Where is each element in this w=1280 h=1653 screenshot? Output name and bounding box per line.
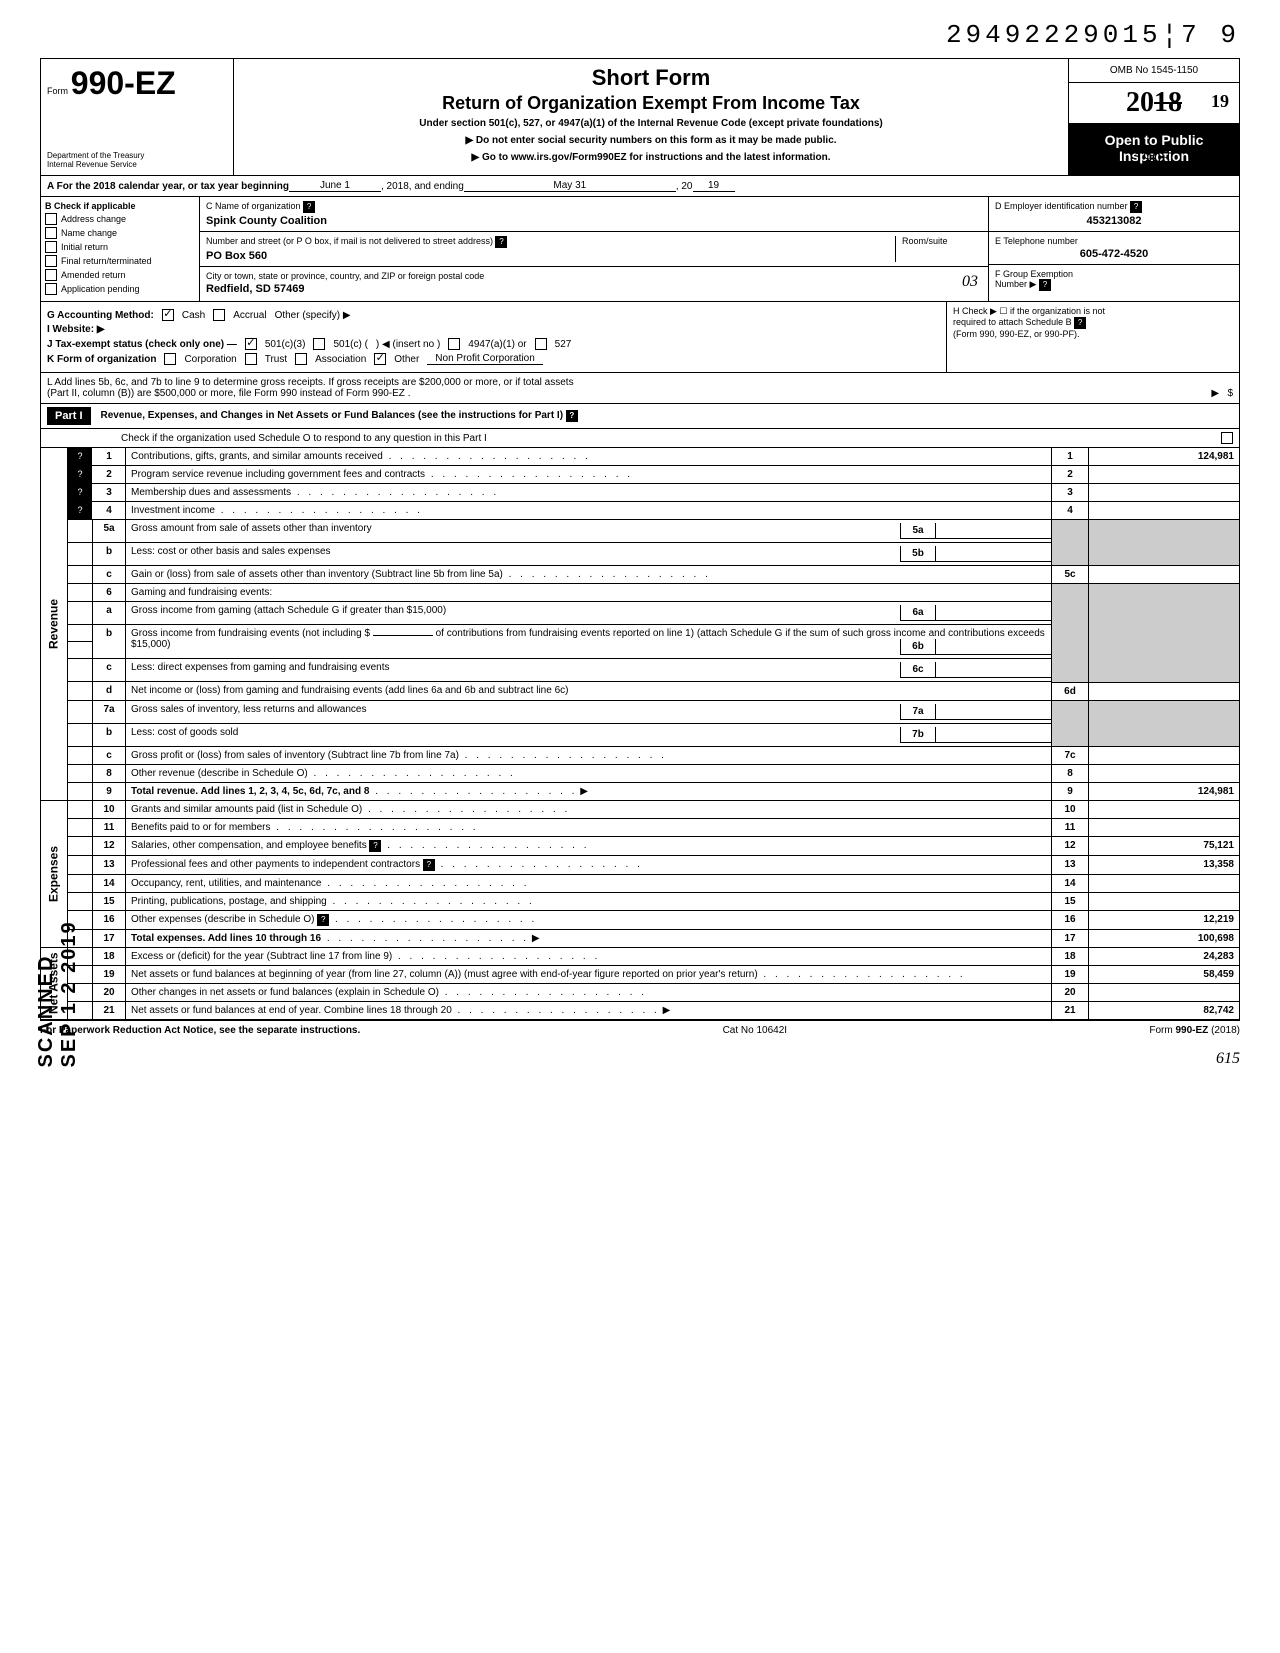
side-label-expenses: Expenses xyxy=(41,800,68,947)
cb-address-change[interactable] xyxy=(45,213,57,225)
line-1-value: 124,981 xyxy=(1089,448,1240,466)
help-icon: ? xyxy=(1074,317,1086,329)
line-12-value: 75,121 xyxy=(1089,836,1240,855)
help-icon: ? xyxy=(303,201,315,213)
row-l: L Add lines 5b, 6c, and 7b to line 9 to … xyxy=(40,373,1240,404)
subtitle: Under section 501(c), 527, or 4947(a)(1)… xyxy=(244,118,1058,129)
section-b-checkboxes: B Check if applicable Address change Nam… xyxy=(41,197,200,301)
org-address: PO Box 560 xyxy=(206,250,895,262)
other-org-text: Non Profit Corporation xyxy=(427,353,543,365)
cb-assoc[interactable] xyxy=(295,353,307,365)
cb-corp[interactable] xyxy=(164,353,176,365)
cb-501c[interactable] xyxy=(313,338,325,350)
side-label-revenue: Revenue xyxy=(41,448,68,800)
cb-amended[interactable] xyxy=(45,269,57,281)
line-13-value: 13,358 xyxy=(1089,855,1240,874)
footer-cat-no: Cat No 10642I xyxy=(723,1025,788,1036)
handwritten-1905: 1905 xyxy=(1134,148,1170,169)
room-suite: Room/suite xyxy=(895,236,982,262)
cb-other-org[interactable] xyxy=(374,353,386,365)
org-name: Spink County Coalition xyxy=(206,215,982,227)
page-footer: For Paperwork Reduction Act Notice, see … xyxy=(40,1020,1240,1040)
tax-year-end-month: May 31 xyxy=(464,180,676,192)
tax-year: 2018 19 xyxy=(1069,83,1239,124)
cb-final-return[interactable] xyxy=(45,255,57,267)
line-i-website: I Website: ▶ xyxy=(47,324,105,335)
line-9-total-revenue: 124,981 xyxy=(1089,782,1240,800)
dept-irs: Internal Revenue Service xyxy=(47,160,227,169)
cb-501c3[interactable] xyxy=(245,338,257,350)
bottom-handwritten: 615 xyxy=(40,1050,1240,1068)
cb-cash[interactable] xyxy=(162,309,174,321)
section-h-line1: H Check ▶ ☐ if the organization is not xyxy=(953,306,1233,317)
top-tracking-number: 29492229015¦7 9 xyxy=(40,20,1240,50)
cb-527[interactable] xyxy=(535,338,547,350)
footer-form-ref: Form 990-EZ (2018) xyxy=(1149,1025,1240,1036)
row-a-tax-year: A For the 2018 calendar year, or tax yea… xyxy=(40,176,1240,197)
cb-initial-return[interactable] xyxy=(45,241,57,253)
help-icon: ? xyxy=(1130,201,1142,213)
help-icon: ? xyxy=(68,448,93,466)
org-city-zip: Redfield, SD 57469 xyxy=(206,283,982,295)
title-short-form: Short Form xyxy=(244,65,1058,91)
section-h-line2: required to attach Schedule B ? xyxy=(953,317,1233,329)
help-icon: ? xyxy=(566,410,578,422)
help-icon: ? xyxy=(495,236,507,248)
omb-number: OMB No 1545-1150 xyxy=(1069,59,1239,83)
telephone: 605-472-4520 xyxy=(995,248,1233,260)
line-19-value: 58,459 xyxy=(1089,965,1240,983)
line-18-value: 24,283 xyxy=(1089,947,1240,965)
cb-4947[interactable] xyxy=(448,338,460,350)
form-number: 990-EZ xyxy=(71,65,176,101)
year-handwritten: 19 xyxy=(1211,91,1229,112)
form-header: Form 990-EZ Department of the Treasury I… xyxy=(40,58,1240,176)
cb-name-change[interactable] xyxy=(45,227,57,239)
handwritten-03: 03 xyxy=(962,273,978,291)
line-17-total-expenses: 100,698 xyxy=(1089,929,1240,947)
line-16-value: 12,219 xyxy=(1089,910,1240,929)
tax-year-end-year: 19 xyxy=(693,180,735,192)
ein: 453213082 xyxy=(995,215,1233,227)
cb-accrual[interactable] xyxy=(213,309,225,321)
part-i-table: Revenue ? 1 Contributions, gifts, grants… xyxy=(40,448,1240,1020)
form-label: Form xyxy=(47,86,68,96)
footer-paperwork: For Paperwork Reduction Act Notice, see … xyxy=(40,1025,360,1036)
help-icon: ? xyxy=(1039,279,1051,291)
side-label-net-assets: Net Assets xyxy=(41,947,68,1019)
section-bcdef: B Check if applicable Address change Nam… xyxy=(40,197,1240,302)
cb-schedule-o[interactable] xyxy=(1221,432,1233,444)
cb-pending[interactable] xyxy=(45,283,57,295)
dept-treasury: Department of the Treasury xyxy=(47,151,227,160)
cb-trust[interactable] xyxy=(245,353,257,365)
part-i-check-instruction: Check if the organization used Schedule … xyxy=(40,429,1240,448)
part-i-header: Part I Revenue, Expenses, and Changes in… xyxy=(40,404,1240,429)
tax-year-begin: June 1 xyxy=(289,180,381,192)
section-ghijk: G Accounting Method: Cash Accrual Other … xyxy=(40,302,1240,373)
instruction-ssn: ▶ Do not enter social security numbers o… xyxy=(244,135,1058,146)
section-h-line3: (Form 990, 990-EZ, or 990-PF). xyxy=(953,329,1233,339)
line-21-value: 82,742 xyxy=(1089,1001,1240,1019)
title-main: Return of Organization Exempt From Incom… xyxy=(244,93,1058,114)
instruction-url: ▶ Go to www.irs.gov/Form990EZ for instru… xyxy=(244,152,1058,163)
